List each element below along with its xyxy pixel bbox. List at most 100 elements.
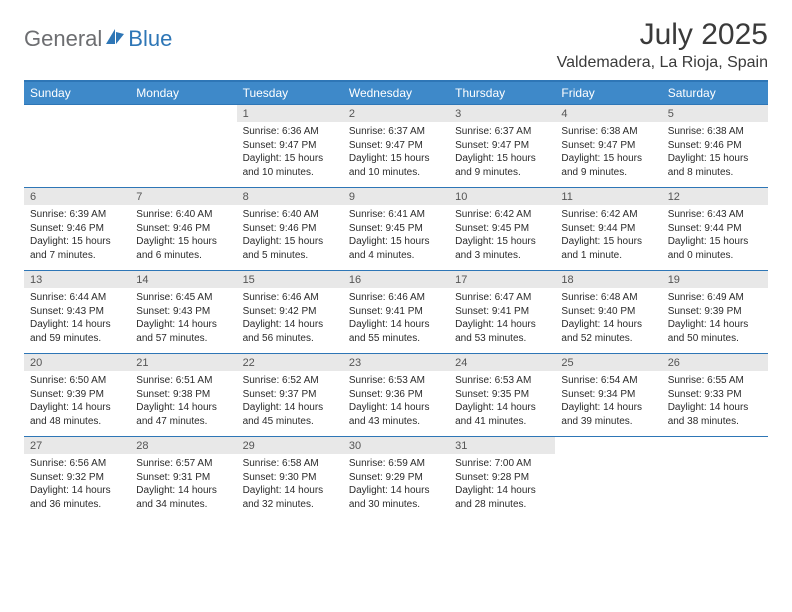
sunrise-text: Sunrise: 7:00 AM xyxy=(455,457,549,471)
day-number: 24 xyxy=(449,354,555,371)
day-body: Sunrise: 6:58 AMSunset: 9:30 PMDaylight:… xyxy=(237,454,343,519)
daylight-text: Daylight: 15 hours and 3 minutes. xyxy=(455,235,549,262)
calendar-week-row: 6Sunrise: 6:39 AMSunset: 9:46 PMDaylight… xyxy=(24,188,768,271)
sunrise-text: Sunrise: 6:40 AM xyxy=(136,208,230,222)
sunrise-text: Sunrise: 6:45 AM xyxy=(136,291,230,305)
day-number: 17 xyxy=(449,271,555,288)
day-body: Sunrise: 6:40 AMSunset: 9:46 PMDaylight:… xyxy=(130,205,236,270)
day-number: 14 xyxy=(130,271,236,288)
daylight-text: Daylight: 14 hours and 43 minutes. xyxy=(349,401,443,428)
sunset-text: Sunset: 9:46 PM xyxy=(30,222,124,236)
sail-icon xyxy=(105,28,125,51)
day-number: 11 xyxy=(555,188,661,205)
day-body: Sunrise: 6:37 AMSunset: 9:47 PMDaylight:… xyxy=(343,122,449,187)
sunset-text: Sunset: 9:47 PM xyxy=(455,139,549,153)
sunrise-text: Sunrise: 6:55 AM xyxy=(668,374,762,388)
calendar-cell: 11 Sunrise: 6:42 AMSunset: 9:44 PMDayligh… xyxy=(555,188,661,271)
sunrise-text: Sunrise: 6:46 AM xyxy=(349,291,443,305)
day-body: Sunrise: 6:56 AMSunset: 9:32 PMDaylight:… xyxy=(24,454,130,519)
sunrise-text: Sunrise: 6:57 AM xyxy=(136,457,230,471)
day-body: Sunrise: 6:39 AMSunset: 9:46 PMDaylight:… xyxy=(24,205,130,270)
daylight-text: Daylight: 14 hours and 30 minutes. xyxy=(349,484,443,511)
sunset-text: Sunset: 9:33 PM xyxy=(668,388,762,402)
calendar-cell: 31Sunrise: 7:00 AMSunset: 9:28 PMDayligh… xyxy=(449,437,555,520)
sunset-text: Sunset: 9:45 PM xyxy=(349,222,443,236)
sunset-text: Sunset: 9:44 PM xyxy=(561,222,655,236)
calendar-cell: 27Sunrise: 6:56 AMSunset: 9:32 PMDayligh… xyxy=(24,437,130,520)
sunrise-text: Sunrise: 6:47 AM xyxy=(455,291,549,305)
day-body-empty xyxy=(130,122,236,180)
calendar-cell: 5Sunrise: 6:38 AMSunset: 9:46 PMDaylight… xyxy=(662,105,768,188)
sunrise-text: Sunrise: 6:38 AM xyxy=(561,125,655,139)
day-body: Sunrise: 6:54 AMSunset: 9:34 PMDaylight:… xyxy=(555,371,661,436)
day-body: Sunrise: 6:52 AMSunset: 9:37 PMDaylight:… xyxy=(237,371,343,436)
day-number: 25 xyxy=(555,354,661,371)
daylight-text: Daylight: 14 hours and 34 minutes. xyxy=(136,484,230,511)
logo: General Blue xyxy=(24,18,172,52)
day-body: Sunrise: 6:48 AMSunset: 9:40 PMDaylight:… xyxy=(555,288,661,353)
day-header: Wednesday xyxy=(343,81,449,105)
day-number: 20 xyxy=(24,354,130,371)
calendar-cell: 25Sunrise: 6:54 AMSunset: 9:34 PMDayligh… xyxy=(555,354,661,437)
sunset-text: Sunset: 9:30 PM xyxy=(243,471,337,485)
day-number: 29 xyxy=(237,437,343,454)
daylight-text: Daylight: 15 hours and 1 minute. xyxy=(561,235,655,262)
day-header: Saturday xyxy=(662,81,768,105)
calendar-cell: 3Sunrise: 6:37 AMSunset: 9:47 PMDaylight… xyxy=(449,105,555,188)
calendar-cell: 20Sunrise: 6:50 AMSunset: 9:39 PMDayligh… xyxy=(24,354,130,437)
calendar-cell: 21Sunrise: 6:51 AMSunset: 9:38 PMDayligh… xyxy=(130,354,236,437)
daylight-text: Daylight: 15 hours and 4 minutes. xyxy=(349,235,443,262)
daylight-text: Daylight: 14 hours and 53 minutes. xyxy=(455,318,549,345)
sunset-text: Sunset: 9:39 PM xyxy=(668,305,762,319)
day-header: Thursday xyxy=(449,81,555,105)
day-body-empty xyxy=(555,454,661,512)
day-body: Sunrise: 6:38 AMSunset: 9:46 PMDaylight:… xyxy=(662,122,768,187)
sunrise-text: Sunrise: 6:49 AM xyxy=(668,291,762,305)
day-body: Sunrise: 6:50 AMSunset: 9:39 PMDaylight:… xyxy=(24,371,130,436)
day-header: Sunday xyxy=(24,81,130,105)
sunset-text: Sunset: 9:46 PM xyxy=(136,222,230,236)
day-number-empty xyxy=(662,437,768,454)
calendar-cell: 2Sunrise: 6:37 AMSunset: 9:47 PMDaylight… xyxy=(343,105,449,188)
sunrise-text: Sunrise: 6:54 AM xyxy=(561,374,655,388)
daylight-text: Daylight: 15 hours and 9 minutes. xyxy=(455,152,549,179)
sunset-text: Sunset: 9:47 PM xyxy=(349,139,443,153)
day-number: 8 xyxy=(237,188,343,205)
page-header: General Blue July 2025 Valdemadera, La R… xyxy=(24,18,768,72)
sunrise-text: Sunrise: 6:38 AM xyxy=(668,125,762,139)
calendar-cell: 18Sunrise: 6:48 AMSunset: 9:40 PMDayligh… xyxy=(555,271,661,354)
sunrise-text: Sunrise: 6:42 AM xyxy=(561,208,655,222)
calendar-cell: 26Sunrise: 6:55 AMSunset: 9:33 PMDayligh… xyxy=(662,354,768,437)
daylight-text: Daylight: 14 hours and 28 minutes. xyxy=(455,484,549,511)
calendar-week-row: 20Sunrise: 6:50 AMSunset: 9:39 PMDayligh… xyxy=(24,354,768,437)
day-number: 9 xyxy=(343,188,449,205)
daylight-text: Daylight: 15 hours and 10 minutes. xyxy=(349,152,443,179)
day-number: 5 xyxy=(662,105,768,122)
sunset-text: Sunset: 9:29 PM xyxy=(349,471,443,485)
day-number: 19 xyxy=(662,271,768,288)
calendar-page: General Blue July 2025 Valdemadera, La R… xyxy=(0,0,792,537)
day-number: 15 xyxy=(237,271,343,288)
day-header: Tuesday xyxy=(237,81,343,105)
daylight-text: Daylight: 14 hours and 50 minutes. xyxy=(668,318,762,345)
calendar-cell: 12Sunrise: 6:43 AMSunset: 9:44 PMDayligh… xyxy=(662,188,768,271)
sunset-text: Sunset: 9:46 PM xyxy=(668,139,762,153)
calendar-body: 1Sunrise: 6:36 AMSunset: 9:47 PMDaylight… xyxy=(24,105,768,520)
sunset-text: Sunset: 9:43 PM xyxy=(30,305,124,319)
calendar-cell: 16Sunrise: 6:46 AMSunset: 9:41 PMDayligh… xyxy=(343,271,449,354)
day-number: 4 xyxy=(555,105,661,122)
sunrise-text: Sunrise: 6:56 AM xyxy=(30,457,124,471)
calendar-cell: 13Sunrise: 6:44 AMSunset: 9:43 PMDayligh… xyxy=(24,271,130,354)
calendar-cell: 8Sunrise: 6:40 AMSunset: 9:46 PMDaylight… xyxy=(237,188,343,271)
day-number: 26 xyxy=(662,354,768,371)
day-number: 30 xyxy=(343,437,449,454)
day-body: Sunrise: 6:51 AMSunset: 9:38 PMDaylight:… xyxy=(130,371,236,436)
day-body: Sunrise: 6:36 AMSunset: 9:47 PMDaylight:… xyxy=(237,122,343,187)
day-number: 18 xyxy=(555,271,661,288)
day-body-empty xyxy=(24,122,130,180)
calendar-cell: 4Sunrise: 6:38 AMSunset: 9:47 PMDaylight… xyxy=(555,105,661,188)
sunset-text: Sunset: 9:31 PM xyxy=(136,471,230,485)
calendar-cell: 17Sunrise: 6:47 AMSunset: 9:41 PMDayligh… xyxy=(449,271,555,354)
daylight-text: Daylight: 14 hours and 55 minutes. xyxy=(349,318,443,345)
daylight-text: Daylight: 15 hours and 0 minutes. xyxy=(668,235,762,262)
